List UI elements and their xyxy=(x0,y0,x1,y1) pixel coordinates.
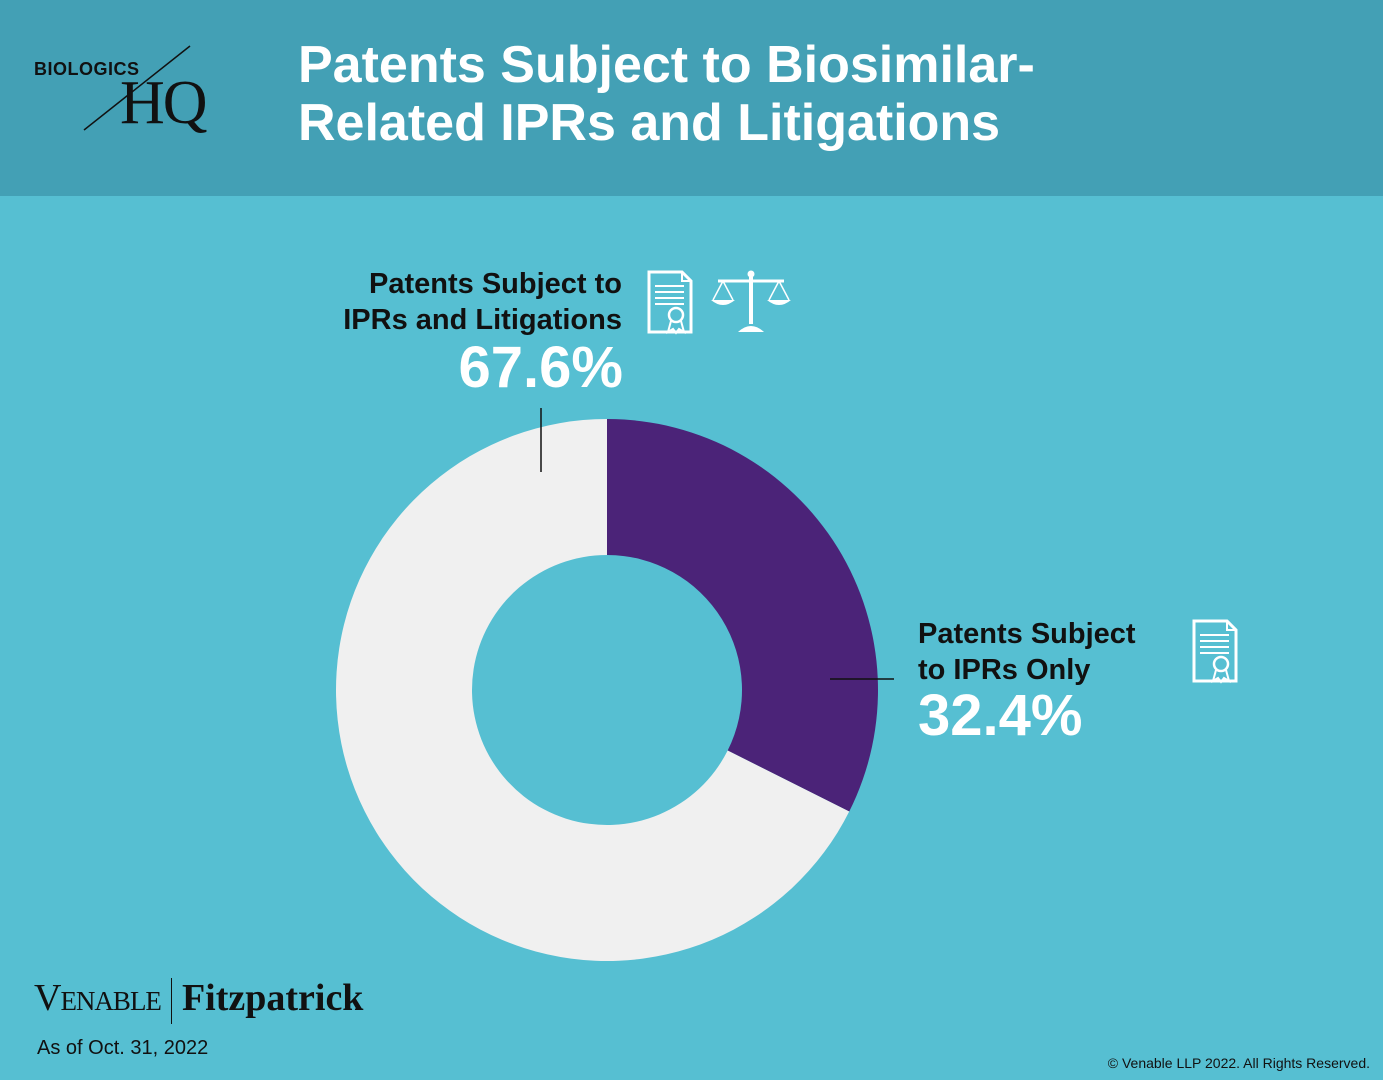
pct-ipr-litigation: 67.6% xyxy=(458,335,623,400)
label-ipr-litigation-line-2: IPRs and Litigations xyxy=(343,304,622,336)
header-banner: BIOLOGICS HQ Patents Subject to Biosimil… xyxy=(0,0,1383,196)
logo-biologics-text: BIOLOGICS xyxy=(34,59,140,79)
label-ipr-only-line-2: to IPRs Only xyxy=(918,654,1091,686)
title-line-2: Related IPRs and Litigations xyxy=(298,94,1001,152)
pct-ipr-only: 32.4% xyxy=(918,683,1083,748)
donut-slice-ipr-only xyxy=(607,419,878,812)
certificate-icon-2 xyxy=(1192,619,1238,684)
scales-of-justice-icon xyxy=(711,270,791,332)
page-title: Patents Subject to Biosimilar- Related I… xyxy=(298,36,1358,152)
title-line-1: Patents Subject to Biosimilar- xyxy=(298,36,1035,94)
label-ipr-litigation: Patents Subject to IPRs and Litigations xyxy=(290,266,622,338)
label-ipr-litigation-line-1: Patents Subject to xyxy=(369,268,622,300)
certificate-icon xyxy=(647,270,693,335)
logo-slash xyxy=(83,45,191,131)
label-ipr-only: Patents Subject to IPRs Only xyxy=(918,616,1178,688)
brand-divider xyxy=(170,978,172,1025)
donut-slice-ipr-litigation xyxy=(335,419,850,961)
label-ipr-only-line-1: Patents Subject xyxy=(918,618,1136,650)
logo-hq-text: HQ xyxy=(120,69,208,137)
copyright: © Venable LLP 2022. All Rights Reserved. xyxy=(1107,1055,1370,1071)
brand-fitzpatrick: Fitzpatrick xyxy=(181,977,364,1019)
brand-venable: Venable xyxy=(34,977,162,1019)
footer-brand-logo: Venable Fitzpatrick xyxy=(34,974,364,1025)
as-of-date: As of Oct. 31, 2022 xyxy=(37,1037,209,1059)
